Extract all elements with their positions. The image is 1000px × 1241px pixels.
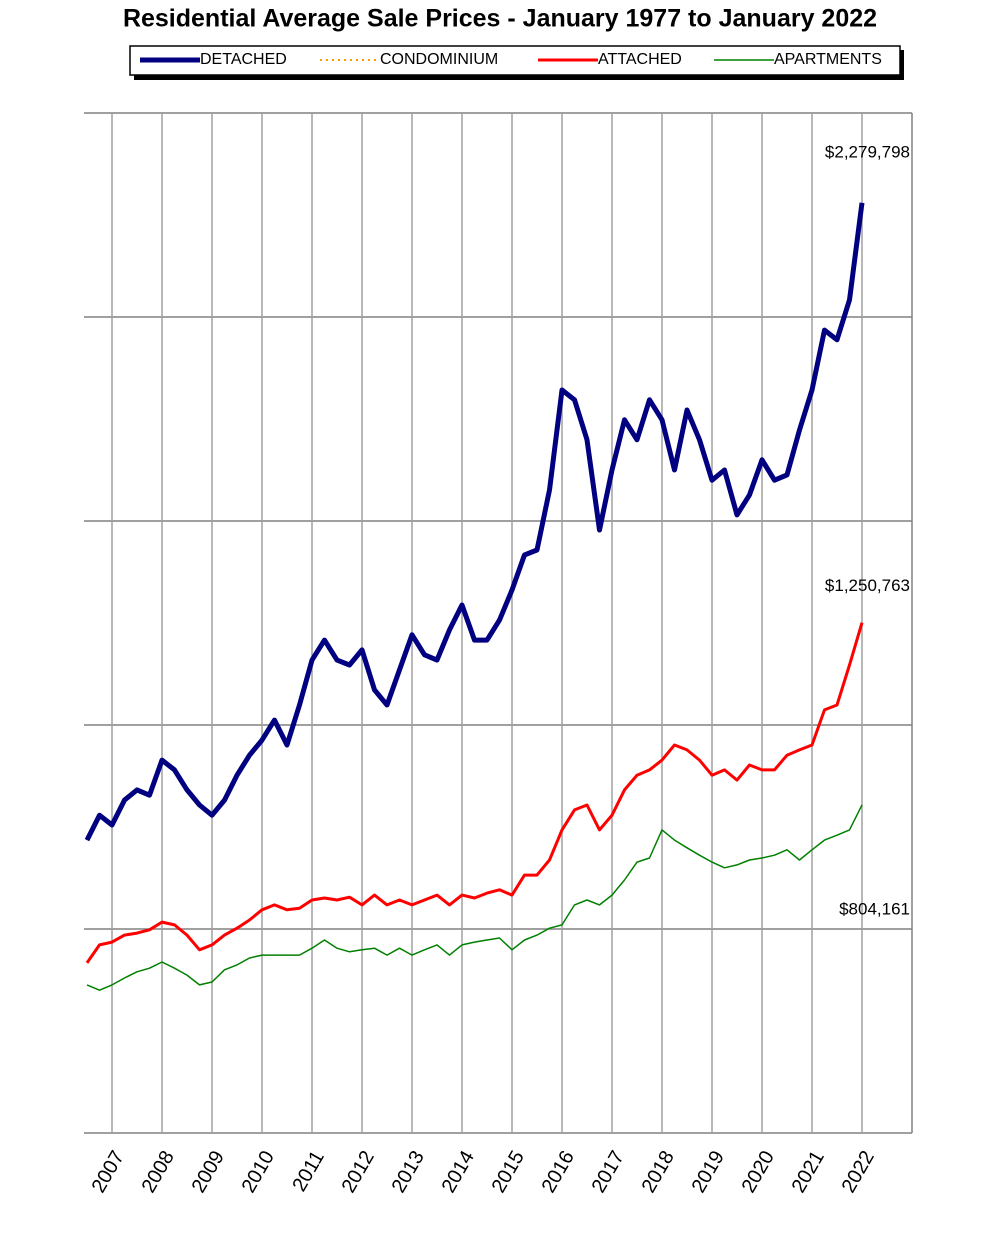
x-tick-label: 2013 — [388, 1147, 429, 1197]
x-tick-label: 2016 — [538, 1147, 579, 1197]
x-tick-label: 2012 — [338, 1147, 379, 1197]
x-tick-label: 2008 — [138, 1147, 179, 1197]
legend-label: ATTACHED — [598, 51, 682, 68]
x-tick-label: 2019 — [688, 1147, 729, 1197]
x-tick-label: 2017 — [588, 1147, 629, 1197]
series-line — [85, 622, 864, 964]
x-tick-label: 2014 — [438, 1147, 479, 1197]
end-label: $804,161 — [839, 899, 910, 918]
x-tick-label: 2020 — [738, 1147, 779, 1197]
x-tick-label: 2018 — [638, 1147, 679, 1197]
x-tick-label: 2021 — [788, 1147, 829, 1197]
end-label: $1,250,763 — [825, 576, 910, 595]
x-tick-label: 2007 — [88, 1147, 129, 1197]
end-label: $2,279,798 — [825, 142, 910, 161]
x-tick-label: 2011 — [288, 1147, 329, 1195]
series-line — [84, 202, 865, 842]
x-tick-label: 2022 — [838, 1147, 879, 1197]
x-tick-label: 2010 — [238, 1147, 279, 1197]
legend-label: CONDOMINIUM — [380, 51, 498, 68]
series-line — [86, 804, 863, 991]
chart-title: Residential Average Sale Prices - Januar… — [123, 5, 877, 33]
x-tick-label: 2009 — [188, 1147, 229, 1197]
legend-label: DETACHED — [200, 51, 287, 68]
legend-label: APARTMENTS — [774, 51, 882, 68]
x-tick-label: 2015 — [488, 1147, 529, 1197]
